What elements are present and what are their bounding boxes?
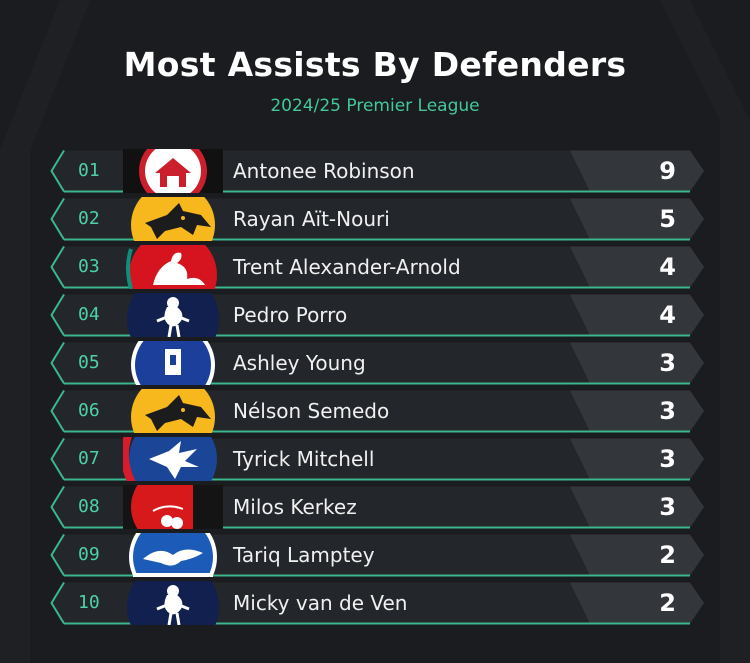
tottenham-crest-icon bbox=[123, 273, 223, 365]
player-name: Pedro Porro bbox=[233, 303, 348, 327]
leaderboard-list: 01 Antonee Robinson 9 02 Rayan Aït-Nouri 5 03 T… bbox=[50, 137, 710, 653]
crystal-palace-crest-icon bbox=[120, 415, 223, 503]
assists-value: 2 bbox=[659, 589, 676, 617]
rank-label: 05 bbox=[78, 352, 100, 373]
page-subtitle: 2024/25 Premier League bbox=[270, 96, 480, 116]
assists-value: 3 bbox=[659, 493, 676, 521]
rank-label: 02 bbox=[78, 208, 100, 229]
rank-label: 10 bbox=[78, 592, 100, 613]
assists-value: 4 bbox=[659, 301, 676, 329]
assists-value: 4 bbox=[659, 253, 676, 281]
table-row: 05 Ashley Young 3 bbox=[50, 323, 710, 407]
player-name: Ashley Young bbox=[233, 351, 366, 375]
tottenham-crest-icon bbox=[123, 561, 223, 653]
assists-value: 3 bbox=[659, 397, 676, 425]
brighton-crest-icon bbox=[123, 513, 223, 601]
row-background bbox=[50, 341, 704, 385]
table-row: 09 Tariq Lamptey 2 bbox=[50, 513, 710, 601]
rank-label: 03 bbox=[78, 256, 100, 277]
player-name: Trent Alexander-Arnold bbox=[233, 255, 461, 279]
player-name: Tyrick Mitchell bbox=[233, 447, 375, 471]
player-name: Antonee Robinson bbox=[233, 159, 415, 183]
player-name: Rayan Aït-Nouri bbox=[233, 207, 390, 231]
table-row: 07 Tyrick Mitchell 3 bbox=[50, 415, 710, 503]
player-name: Nélson Semedo bbox=[233, 399, 390, 423]
assists-value: 9 bbox=[659, 157, 676, 185]
table-row: 02 Rayan Aït-Nouri 5 bbox=[50, 183, 710, 267]
table-row: 03 Trent Alexander-Arnold 4 bbox=[50, 231, 710, 319]
wolves-crest-icon bbox=[123, 375, 223, 459]
rank-label: 04 bbox=[78, 304, 100, 325]
fulham-crest-icon bbox=[123, 137, 223, 205]
table-row: 08 Milos Kerkez 3 bbox=[50, 467, 710, 547]
bournemouth-crest-icon bbox=[123, 467, 223, 547]
everton-crest-icon bbox=[123, 323, 223, 407]
rank-label: 01 bbox=[78, 160, 100, 181]
page-title: Most Assists By Defenders bbox=[123, 45, 627, 84]
rank-label: 07 bbox=[78, 448, 100, 469]
rank-label: 06 bbox=[78, 400, 100, 421]
table-row: 04 Pedro Porro 4 bbox=[50, 273, 710, 365]
liverpool-crest-icon bbox=[123, 231, 223, 319]
rank-label: 08 bbox=[78, 496, 100, 517]
table-row: 01 Antonee Robinson 9 bbox=[50, 137, 710, 205]
rank-label: 09 bbox=[78, 544, 100, 565]
assists-value: 3 bbox=[659, 445, 676, 473]
wolves-crest-icon bbox=[123, 183, 223, 267]
assists-value: 3 bbox=[659, 349, 676, 377]
assists-value: 5 bbox=[659, 205, 676, 233]
player-name: Tariq Lamptey bbox=[233, 543, 375, 567]
player-name: Micky van de Ven bbox=[233, 591, 408, 615]
assists-value: 2 bbox=[659, 541, 676, 569]
header: Most Assists By Defenders 2024/25 Premie… bbox=[0, 40, 750, 118]
player-name: Milos Kerkez bbox=[233, 495, 357, 519]
table-row: 06 Nélson Semedo 3 bbox=[50, 375, 710, 459]
table-row: 10 Micky van de Ven 2 bbox=[50, 561, 710, 653]
